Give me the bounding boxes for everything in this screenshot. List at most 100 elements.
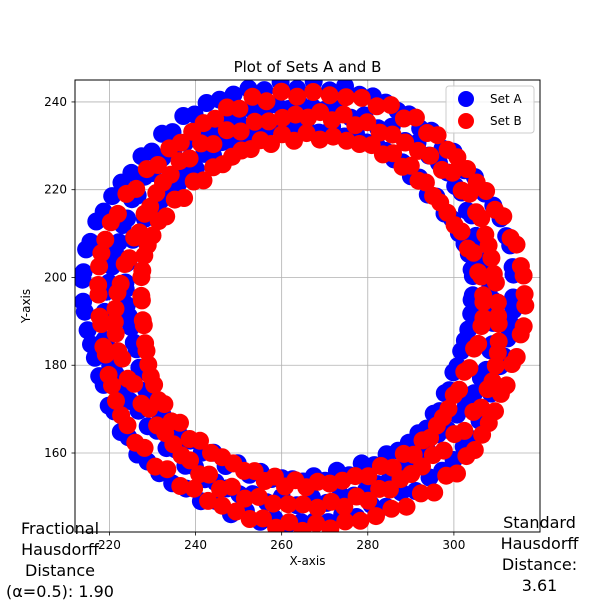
- ticks: 220 240 260 280 300 160 180 200 220 240: [44, 95, 465, 552]
- data-point: [125, 374, 144, 393]
- data-point: [413, 457, 431, 476]
- legend: Set A Set B: [445, 85, 535, 134]
- data-point: [336, 512, 355, 531]
- data-point: [149, 212, 168, 231]
- data-point: [367, 507, 385, 526]
- data-point: [218, 98, 236, 117]
- data-point: [243, 87, 262, 106]
- legend-label-set-b: Set B: [490, 114, 522, 128]
- data-point: [352, 88, 371, 107]
- data-point: [484, 265, 503, 283]
- data-point: [200, 465, 219, 484]
- data-point: [135, 204, 154, 223]
- legend-label-set-a: Set A: [490, 92, 523, 106]
- data-point: [486, 200, 504, 219]
- data-point: [240, 510, 259, 528]
- x-tick-label: 280: [356, 538, 379, 552]
- data-point: [257, 92, 276, 111]
- data-point: [467, 173, 486, 192]
- data-point: [231, 122, 250, 141]
- data-point: [153, 124, 172, 143]
- data-point: [155, 395, 174, 414]
- data-point: [183, 122, 202, 141]
- data-point: [488, 293, 507, 312]
- data-point: [199, 491, 218, 510]
- data-point: [511, 257, 530, 276]
- data-point: [469, 334, 488, 353]
- data-point: [381, 96, 400, 115]
- data-point: [469, 263, 488, 282]
- x-tick-label: 300: [442, 538, 465, 552]
- data-point: [92, 315, 111, 333]
- data-point: [75, 270, 92, 289]
- data-point: [474, 309, 493, 327]
- data-point: [106, 299, 125, 318]
- data-point: [279, 495, 298, 514]
- data-point: [171, 413, 189, 432]
- data-point: [108, 283, 127, 302]
- data-point: [514, 317, 533, 336]
- data-point: [516, 296, 535, 315]
- data-point: [77, 240, 96, 259]
- data-point: [273, 108, 292, 127]
- data-point: [103, 187, 122, 206]
- data-point: [184, 172, 203, 191]
- data-point: [370, 123, 389, 142]
- data-point: [101, 213, 120, 232]
- data-point: [507, 348, 526, 366]
- data-point: [359, 467, 378, 486]
- data-point: [174, 107, 193, 125]
- x-tick-label: 220: [98, 538, 121, 552]
- y-tick-label: 160: [44, 446, 67, 460]
- data-point: [460, 359, 479, 378]
- data-point: [191, 431, 209, 450]
- data-point: [346, 116, 365, 135]
- data-point: [106, 324, 125, 343]
- data-point: [90, 257, 109, 276]
- data-point: [134, 316, 153, 335]
- data-point: [147, 184, 166, 202]
- data-point: [185, 479, 204, 498]
- data-point: [321, 519, 340, 532]
- data-point: [132, 291, 151, 310]
- data-point: [89, 285, 108, 304]
- data-point: [458, 239, 477, 258]
- y-tick-label: 240: [44, 95, 67, 109]
- data-point: [107, 391, 125, 410]
- data-point: [137, 341, 156, 360]
- data-point: [465, 384, 483, 403]
- data-point: [324, 127, 343, 146]
- y-tick-label: 220: [44, 183, 67, 197]
- y-tick-label: 200: [44, 270, 67, 284]
- data-point: [465, 441, 484, 459]
- data-point: [337, 88, 355, 107]
- data-point: [486, 402, 504, 421]
- data-point: [181, 451, 200, 470]
- data-point: [160, 139, 179, 158]
- data-point: [135, 246, 154, 265]
- data-point: [213, 496, 232, 515]
- data-point: [113, 349, 132, 368]
- data-point: [424, 186, 443, 205]
- data-point: [103, 376, 121, 395]
- data-point: [227, 502, 246, 521]
- data-point: [259, 112, 278, 131]
- series-set-b: [89, 82, 535, 532]
- y-axis-label: Y-axis: [19, 289, 33, 324]
- data-point: [170, 152, 189, 171]
- data-point: [439, 399, 458, 418]
- data-point: [432, 160, 451, 179]
- data-point: [254, 509, 272, 528]
- data-point: [78, 321, 97, 340]
- data-point: [118, 416, 137, 435]
- data-point: [411, 484, 430, 503]
- data-point: [145, 375, 164, 394]
- data-point: [489, 332, 508, 351]
- data-point: [335, 497, 354, 516]
- data-point: [217, 121, 236, 140]
- data-point: [171, 477, 190, 495]
- data-point: [308, 498, 327, 517]
- data-point: [409, 141, 427, 160]
- data-point: [351, 511, 370, 530]
- data-point: [204, 158, 223, 177]
